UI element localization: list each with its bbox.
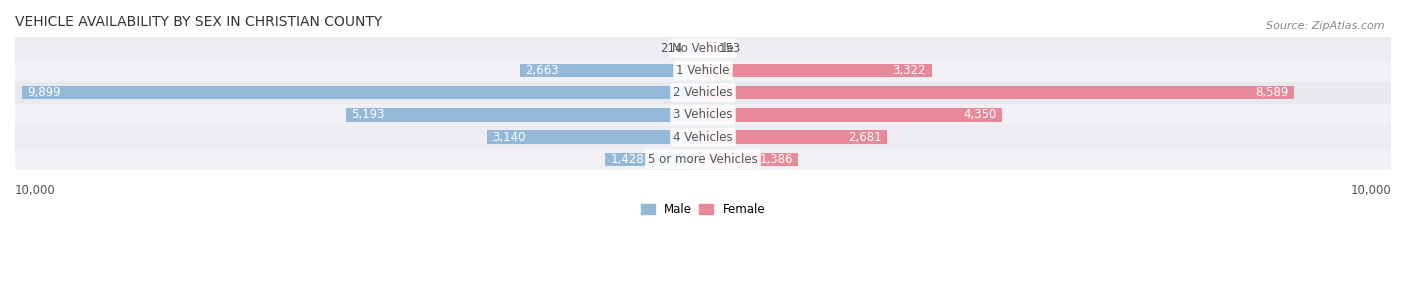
- Text: 5 or more Vehicles: 5 or more Vehicles: [648, 153, 758, 166]
- Bar: [346, 108, 703, 121]
- Bar: [689, 42, 703, 55]
- Text: 2,663: 2,663: [526, 64, 560, 77]
- Bar: [22, 86, 703, 99]
- Bar: [703, 108, 1002, 121]
- Text: 1 Vehicle: 1 Vehicle: [676, 64, 730, 77]
- Text: Source: ZipAtlas.com: Source: ZipAtlas.com: [1267, 21, 1385, 32]
- Bar: [703, 42, 713, 55]
- Text: 4 Vehicles: 4 Vehicles: [673, 131, 733, 144]
- Text: 3,322: 3,322: [893, 64, 927, 77]
- Text: 10,000: 10,000: [15, 184, 56, 197]
- Bar: [15, 148, 1391, 170]
- Bar: [15, 59, 1391, 81]
- Text: 2 Vehicles: 2 Vehicles: [673, 86, 733, 99]
- Bar: [15, 37, 1391, 59]
- Bar: [703, 153, 799, 166]
- Text: 1,386: 1,386: [759, 153, 793, 166]
- Text: VEHICLE AVAILABILITY BY SEX IN CHRISTIAN COUNTY: VEHICLE AVAILABILITY BY SEX IN CHRISTIAN…: [15, 15, 382, 29]
- Bar: [15, 104, 1391, 126]
- Text: 1,428: 1,428: [610, 153, 644, 166]
- Bar: [15, 81, 1391, 104]
- Text: 3 Vehicles: 3 Vehicles: [673, 108, 733, 121]
- Text: 3,140: 3,140: [492, 131, 526, 144]
- Text: No Vehicle: No Vehicle: [672, 42, 734, 55]
- Bar: [703, 86, 1294, 99]
- Text: 9,899: 9,899: [28, 86, 60, 99]
- Legend: Male, Female: Male, Female: [636, 198, 770, 221]
- Bar: [703, 64, 932, 77]
- Text: 2,681: 2,681: [848, 131, 882, 144]
- Text: 8,589: 8,589: [1256, 86, 1288, 99]
- Bar: [605, 153, 703, 166]
- Bar: [486, 130, 703, 144]
- Text: 10,000: 10,000: [1350, 184, 1391, 197]
- Bar: [15, 126, 1391, 148]
- Bar: [703, 130, 887, 144]
- Text: 153: 153: [718, 42, 741, 55]
- Bar: [520, 64, 703, 77]
- Text: 214: 214: [661, 42, 683, 55]
- Text: 5,193: 5,193: [352, 108, 385, 121]
- Text: 4,350: 4,350: [963, 108, 997, 121]
